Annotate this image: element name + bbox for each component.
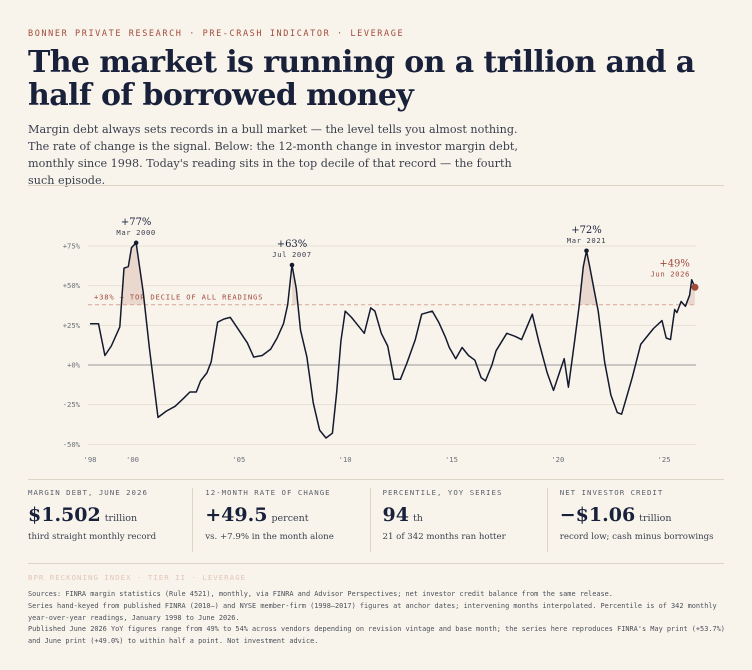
stat-margin-debt: MARGIN DEBT, JUNE 2026 $1.502 trillion th…: [28, 488, 192, 552]
peak-value-label: +72%: [571, 225, 602, 236]
stat-unit: trillion: [104, 513, 138, 524]
y-tick-label: +75%: [63, 242, 81, 251]
stat-note: 21 of 342 months ran hotter: [382, 532, 506, 542]
stat-rate-of-change: 12-MONTH RATE OF CHANGE +49.5 percent vs.…: [192, 488, 369, 552]
y-tick-label: +25%: [63, 321, 81, 330]
y-tick-label: -25%: [63, 400, 81, 409]
page-title: The market is running on a trillion and …: [28, 45, 695, 113]
sources-note: Sources: FINRA margin statistics (Rule 4…: [28, 589, 728, 648]
y-tick-label: +0%: [67, 361, 81, 370]
stat-note: record low; cash minus borrowings: [559, 532, 714, 542]
source-line: Published June 2026 YoY figures range fr…: [28, 625, 725, 646]
current-value-label: +49%: [659, 258, 690, 269]
divider: [28, 563, 724, 564]
stat-value: −$1.06: [559, 504, 636, 526]
x-tick-label: '25: [658, 455, 671, 464]
x-tick-label: '98: [84, 455, 97, 464]
stat-note: third straight monthly record: [28, 532, 157, 542]
top-decile-shade: [121, 242, 145, 305]
stat-unit: percent: [271, 513, 309, 524]
stat-label: NET INVESTOR CREDIT: [559, 488, 664, 497]
stat-note: vs. +7.9% in the month alone: [205, 532, 334, 542]
margin-debt-yoy-chart: +75% +50% +25% +0% -25% -50%'98 '00 '05 '10 '15 '2…: [63, 217, 699, 464]
peak-date-label: Mar 2000: [116, 228, 155, 237]
divider: [28, 185, 724, 186]
x-tick-label: '00: [126, 455, 139, 464]
stat-unit: trillion: [639, 513, 672, 524]
current-point: [691, 283, 699, 291]
source-line: Sources: FINRA margin statistics (Rule 4…: [28, 590, 613, 598]
peak-value-label: +63%: [277, 239, 308, 250]
kicker: BONNER PRIVATE RESEARCH · PRE-CRASH INDI…: [28, 29, 405, 39]
peak-value-label: +77%: [121, 217, 152, 228]
peak-point: [584, 248, 589, 254]
stat-label: 12-MONTH RATE OF CHANGE: [205, 488, 331, 497]
divider: [28, 479, 724, 480]
series-line: [90, 242, 696, 439]
x-tick-label: '05: [232, 455, 245, 464]
stat-value: +49.5: [205, 504, 268, 526]
stat-net-investor-credit: NET INVESTOR CREDIT −$1.06 trillion recor…: [546, 488, 724, 552]
index-label: BPR RECKONING INDEX · TIER II · LEVERAGE: [28, 573, 246, 582]
y-tick-label: -50%: [63, 440, 81, 449]
x-tick-label: '15: [445, 455, 458, 464]
top-decile-shade: [579, 250, 597, 305]
stat-value: 94: [382, 504, 409, 526]
source-line: Series hand-keyed from published FINRA (…: [28, 601, 717, 622]
dek: Margin debt always sets records in a bul…: [28, 123, 518, 187]
peak-date-label: Jul 2007: [272, 250, 311, 259]
y-tick-label: +50%: [63, 281, 81, 290]
peak-date-label: Mar 2021: [567, 236, 606, 245]
stat-label: PERCENTILE, YOY SERIES: [382, 488, 503, 497]
x-tick-label: '20: [551, 455, 564, 464]
current-date-label: Jun 2026: [651, 269, 690, 278]
stats-row: MARGIN DEBT, JUNE 2026 $1.502 trillion th…: [28, 488, 724, 552]
stat-unit: th: [412, 513, 423, 524]
x-tick-label: '10: [339, 455, 352, 464]
threshold-label: +38% — TOP DECILE OF ALL READINGS: [94, 293, 263, 302]
stat-value: $1.502: [28, 504, 101, 526]
peak-point: [133, 240, 139, 246]
peak-point: [289, 262, 295, 268]
stat-label: MARGIN DEBT, JUNE 2026: [28, 488, 148, 497]
